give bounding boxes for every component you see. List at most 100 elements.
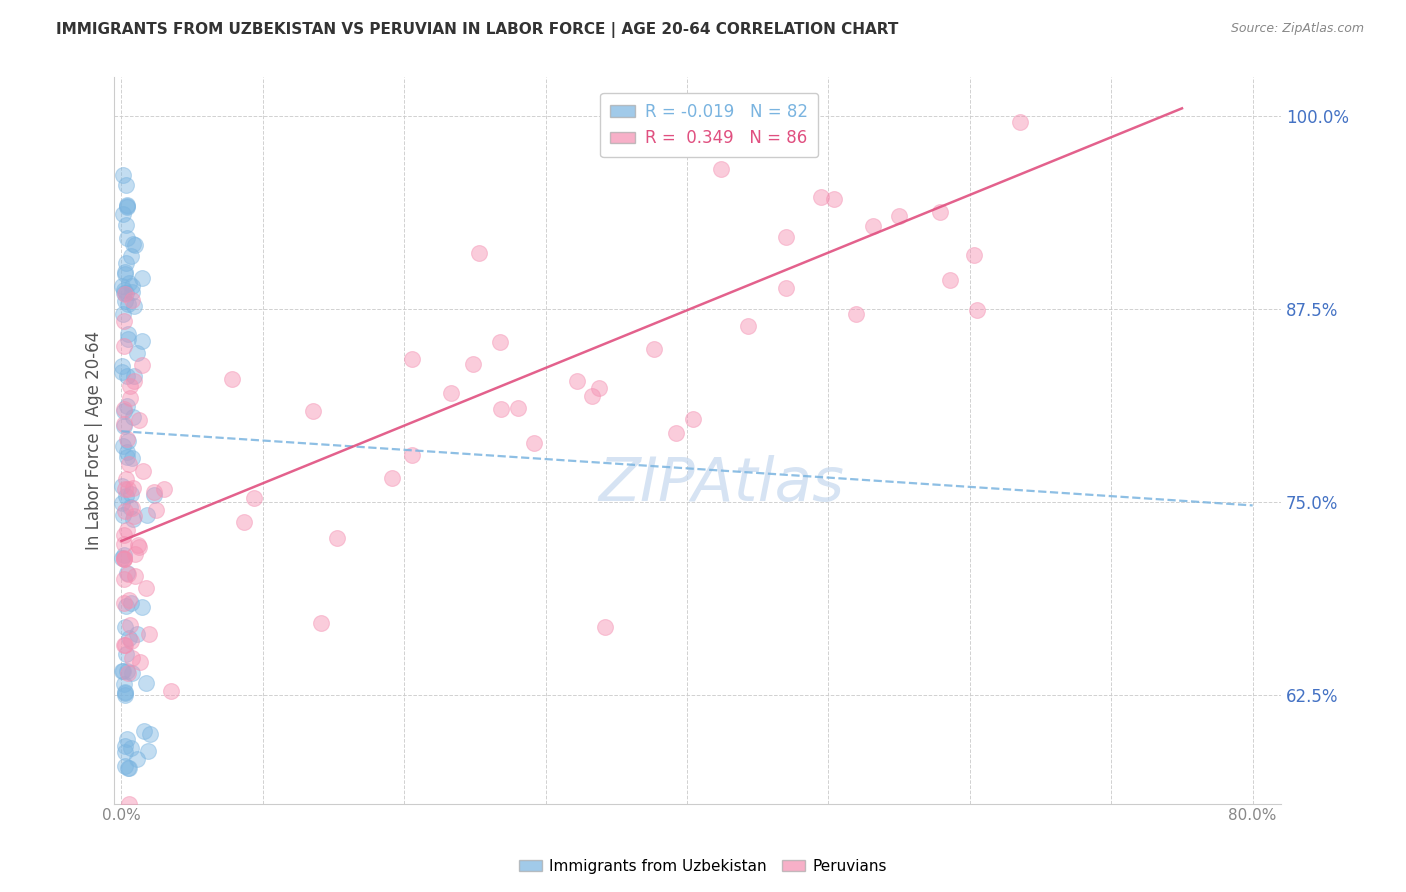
Point xyxy=(121,651,143,665)
Point xyxy=(118,457,141,471)
Point xyxy=(112,440,135,454)
Point xyxy=(122,237,145,252)
Point xyxy=(114,759,136,773)
Point xyxy=(111,479,134,493)
Point xyxy=(111,168,134,182)
Point xyxy=(114,482,136,496)
Point xyxy=(112,314,135,328)
Point xyxy=(643,342,665,356)
Point xyxy=(118,500,141,514)
Legend: Immigrants from Uzbekistan, Peruvians: Immigrants from Uzbekistan, Peruvians xyxy=(513,853,893,880)
Point xyxy=(122,409,145,424)
Point xyxy=(111,665,134,679)
Point xyxy=(135,675,157,690)
Point xyxy=(111,279,134,293)
Point xyxy=(115,450,138,464)
Point xyxy=(118,276,141,290)
Point xyxy=(114,267,136,281)
Point xyxy=(112,417,135,431)
Point xyxy=(145,503,167,517)
Point xyxy=(114,504,136,518)
Point xyxy=(117,761,139,775)
Point xyxy=(112,572,135,586)
Point xyxy=(124,238,146,252)
Point xyxy=(593,620,616,634)
Point xyxy=(120,391,142,405)
Point xyxy=(665,426,688,441)
Point xyxy=(887,209,910,223)
Point xyxy=(682,412,704,426)
Point xyxy=(136,744,159,758)
Point xyxy=(131,271,153,285)
Point xyxy=(159,684,181,698)
Point xyxy=(581,389,603,403)
Point xyxy=(112,548,135,562)
Point xyxy=(127,752,149,766)
Point xyxy=(131,334,153,348)
Point xyxy=(114,684,136,698)
Point xyxy=(112,419,135,434)
Point xyxy=(115,198,138,212)
Point xyxy=(112,528,135,542)
Point xyxy=(118,592,141,607)
Point xyxy=(115,368,138,383)
Text: Source: ZipAtlas.com: Source: ZipAtlas.com xyxy=(1230,22,1364,36)
Point xyxy=(121,666,143,681)
Point xyxy=(523,436,546,450)
Point xyxy=(127,346,149,360)
Point xyxy=(115,664,138,678)
Point xyxy=(121,279,143,293)
Point xyxy=(862,219,884,233)
Point xyxy=(135,508,157,522)
Point xyxy=(111,207,134,221)
Point xyxy=(567,374,589,388)
Point xyxy=(115,524,138,538)
Point xyxy=(845,307,868,321)
Point xyxy=(112,551,135,566)
Point xyxy=(117,297,139,311)
Point xyxy=(588,381,610,395)
Point xyxy=(124,569,146,583)
Point xyxy=(120,249,142,263)
Point xyxy=(115,472,138,486)
Point xyxy=(112,664,135,678)
Point xyxy=(115,256,138,270)
Point xyxy=(112,596,135,610)
Point xyxy=(118,761,141,775)
Point xyxy=(117,231,139,245)
Y-axis label: In Labor Force | Age 20-64: In Labor Force | Age 20-64 xyxy=(86,331,103,550)
Point xyxy=(737,318,759,333)
Point xyxy=(810,190,832,204)
Point xyxy=(468,246,491,260)
Point xyxy=(115,444,138,458)
Point xyxy=(112,677,135,691)
Point xyxy=(127,538,149,552)
Point xyxy=(120,486,142,500)
Point xyxy=(243,491,266,505)
Point xyxy=(114,686,136,700)
Point xyxy=(135,581,157,595)
Point xyxy=(124,547,146,561)
Point xyxy=(775,280,797,294)
Point xyxy=(124,509,146,524)
Point xyxy=(117,665,139,680)
Point xyxy=(138,627,160,641)
Point xyxy=(929,205,952,219)
Point xyxy=(128,413,150,427)
Point xyxy=(120,741,142,756)
Text: IMMIGRANTS FROM UZBEKISTAN VS PERUVIAN IN LABOR FORCE | AGE 20-64 CORRELATION CH: IMMIGRANTS FROM UZBEKISTAN VS PERUVIAN I… xyxy=(56,22,898,38)
Point xyxy=(153,483,176,497)
Point xyxy=(112,404,135,418)
Point xyxy=(1010,115,1032,129)
Point xyxy=(114,599,136,613)
Point xyxy=(112,284,135,298)
Point xyxy=(115,489,138,503)
Point xyxy=(129,656,152,670)
Point xyxy=(117,332,139,346)
Point xyxy=(120,634,142,648)
Point xyxy=(111,550,134,565)
Point xyxy=(121,285,143,300)
Point xyxy=(122,512,145,526)
Point xyxy=(489,402,512,417)
Point xyxy=(115,732,138,747)
